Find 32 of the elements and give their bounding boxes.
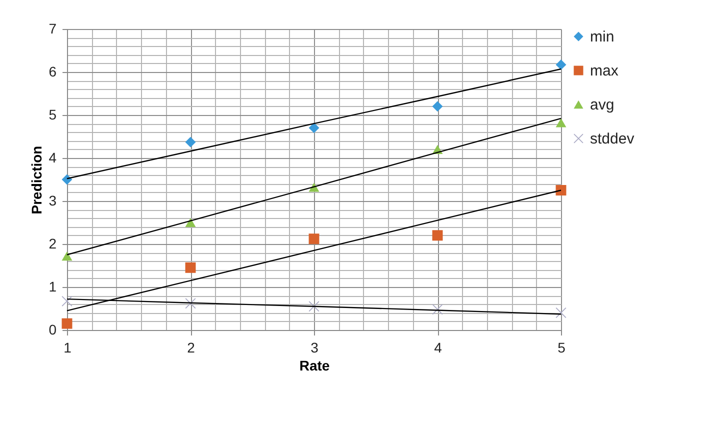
y-tick-label: 4: [48, 150, 57, 166]
y-axis-title: Prediction: [28, 146, 45, 214]
x-tick-label: 2: [187, 340, 196, 356]
point: [308, 122, 320, 134]
x-tick-label: 4: [434, 340, 442, 356]
x-axis-title: Rate: [299, 358, 330, 374]
point: [556, 118, 566, 128]
x-tick-label: 5: [558, 340, 566, 356]
legend-label: min: [590, 28, 614, 46]
legend-label: max: [590, 62, 619, 80]
point: [185, 136, 196, 148]
y-tick-label: 0: [48, 322, 57, 338]
point: [556, 59, 566, 70]
point: [185, 218, 196, 228]
point: [62, 252, 72, 261]
x-tick-label: 1: [64, 340, 72, 356]
y-tick-label: 6: [48, 64, 57, 80]
legend-label: stddev: [590, 130, 635, 148]
x-tick-label: 3: [310, 340, 319, 356]
point: [62, 318, 72, 329]
point: [62, 174, 72, 185]
y-tick-label: 7: [48, 20, 57, 36]
y-tick-label: 2: [48, 236, 57, 252]
legend-label: avg: [590, 96, 614, 114]
point: [432, 101, 443, 112]
y-tick-label: 1: [48, 278, 57, 294]
point: [556, 185, 566, 196]
point: [432, 230, 443, 241]
point: [185, 262, 196, 273]
y-tick-label: 5: [48, 106, 57, 122]
point: [308, 234, 320, 244]
y-tick-label: 3: [48, 192, 57, 208]
